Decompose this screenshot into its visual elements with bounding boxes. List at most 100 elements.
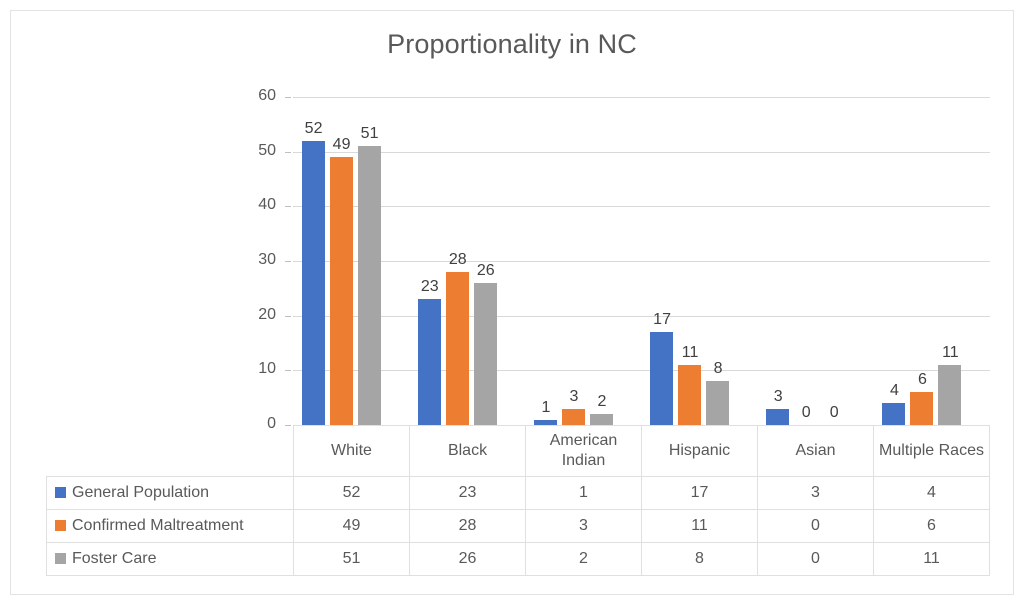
y-tick-label: 60 [258, 87, 276, 104]
bar-value-label: 28 [448, 250, 467, 268]
table-value-cell: 1 [525, 476, 642, 510]
y-tick-label: 50 [258, 141, 276, 159]
y-tick-mark [285, 425, 291, 426]
y-tick-mark [285, 97, 291, 98]
table-value-cell: 11 [873, 542, 990, 576]
y-tick-label: 10 [258, 360, 276, 378]
table-value-cell: 17 [641, 476, 758, 510]
table-corner-cell [47, 426, 294, 477]
bar-value-label: 23 [420, 278, 439, 296]
bar-group: 52 49 51 [293, 97, 409, 425]
bar-group: 23 28 26 [409, 97, 525, 425]
y-tick-mark [285, 206, 291, 208]
bar-rect[interactable] [473, 282, 497, 425]
y-tick-mark [285, 370, 291, 372]
gridline [293, 97, 990, 98]
data-table-body: White Black American Indian Hispanic Asian Mu… [46, 425, 990, 576]
bar-value-label: 49 [332, 136, 351, 154]
bar-value-label: 6 [917, 371, 927, 389]
y-tick-label: 0 [267, 415, 276, 432]
table-value-cell: 0 [757, 542, 874, 576]
bar-value-label: 3 [569, 387, 579, 405]
bar-rect[interactable] [938, 364, 962, 425]
bar-group: 17 11 8 [642, 97, 758, 425]
bar-value-label: 3 [773, 387, 783, 405]
bar-rect[interactable] [589, 414, 613, 425]
table-value-cell: 2 [525, 542, 642, 576]
bar-rect[interactable] [882, 403, 906, 425]
table-value-cell: 6 [873, 509, 990, 543]
bar-rect[interactable] [301, 140, 325, 425]
bar-value-label: 11 [681, 343, 699, 361]
table-value-cell: 3 [757, 476, 874, 510]
category-header-cell: Black [409, 425, 526, 477]
table-value-cell: 23 [409, 476, 526, 510]
bar-rect[interactable] [650, 332, 674, 425]
chart-container: Proportionality in NC Percent 6050403020… [10, 10, 1014, 595]
bar-rect[interactable] [357, 146, 381, 425]
gridline [293, 370, 990, 372]
y-tick-mark [285, 151, 291, 153]
gridline [293, 206, 990, 208]
bar-value-label: 1 [541, 398, 551, 416]
bar-rect[interactable] [678, 364, 702, 425]
gridline [293, 151, 990, 153]
legend-swatch-icon [55, 520, 66, 531]
legend-label: Foster Care [72, 550, 157, 567]
legend-swatch-icon [55, 553, 66, 564]
y-tick-label: 20 [258, 305, 276, 323]
table-value-cell: 0 [757, 509, 874, 543]
bar-rect[interactable] [329, 157, 353, 425]
bar-value-label: 11 [942, 343, 959, 361]
legend-label: General Population [72, 484, 209, 501]
plot-area: 60 50 40 30 20 10 0 52 49 51 23 28 26 1 3 2 17 11 8 3 0 0 4 6 1… [258, 87, 990, 432]
table-value-cell: 4 [873, 476, 990, 510]
bar-rect[interactable] [561, 408, 585, 425]
table-value-cell: 49 [293, 509, 410, 543]
bar-value-label: 26 [476, 261, 495, 279]
y-tick-mark [285, 315, 291, 317]
category-header-cell: American Indian [525, 425, 642, 477]
legend-entry[interactable]: Confirmed Maltreatment [46, 509, 294, 543]
table-value-cell: 8 [641, 542, 758, 576]
bar-value-label: 17 [653, 311, 671, 329]
legend-label: Confirmed Maltreatment [72, 517, 244, 534]
bar-value-label: 0 [829, 404, 839, 421]
table-value-cell: 26 [409, 542, 526, 576]
bar-rect[interactable] [706, 381, 730, 425]
data-table: White Black American Indian Hispanic Asian Mu… [46, 425, 990, 576]
bar-rect[interactable] [533, 419, 557, 425]
legend-entry[interactable]: General Population [46, 476, 294, 510]
y-tick-mark [285, 261, 291, 262]
table-value-cell: 52 [293, 476, 410, 510]
table-header-row: White Black American Indian Hispanic Asian Mu… [47, 425, 990, 477]
gridline [293, 261, 990, 262]
bar-group: 3 0 0 [758, 97, 874, 425]
bar-value-label: 4 [889, 382, 899, 400]
bar-value-label: 52 [304, 119, 323, 137]
table-value-cell: 28 [409, 509, 526, 543]
bar-value-label: 51 [360, 125, 379, 143]
bar-rect[interactable] [910, 392, 934, 425]
bar-rect[interactable] [766, 408, 790, 425]
category-header-cell: Multiple Races [873, 425, 990, 477]
bar-value-label: 0 [801, 404, 811, 421]
category-header-cell: Asian [757, 425, 874, 477]
table-row: Confirmed Maltreatment 49 28 3 11 0 6 [46, 509, 990, 543]
gridline [293, 315, 990, 317]
bar-value-label: 2 [597, 393, 607, 411]
bar-rect[interactable] [417, 299, 441, 425]
legend-entry[interactable]: Foster Care [46, 542, 294, 576]
table-row: General Population 52 23 1 17 3 4 [46, 476, 990, 510]
y-tick-label: 40 [258, 196, 276, 214]
bar-value-label: 8 [713, 360, 723, 378]
category-header-cell: Hispanic [641, 425, 758, 477]
table-value-cell: 51 [293, 542, 410, 576]
table-value-cell: 11 [641, 509, 758, 543]
table-row: Foster Care 51 26 2 8 0 11 [46, 542, 990, 576]
bar-rect[interactable] [445, 271, 469, 425]
table-value-cell: 3 [525, 509, 642, 543]
legend-swatch-icon [55, 487, 66, 498]
chart-title: Proportionality in NC [387, 29, 637, 59]
